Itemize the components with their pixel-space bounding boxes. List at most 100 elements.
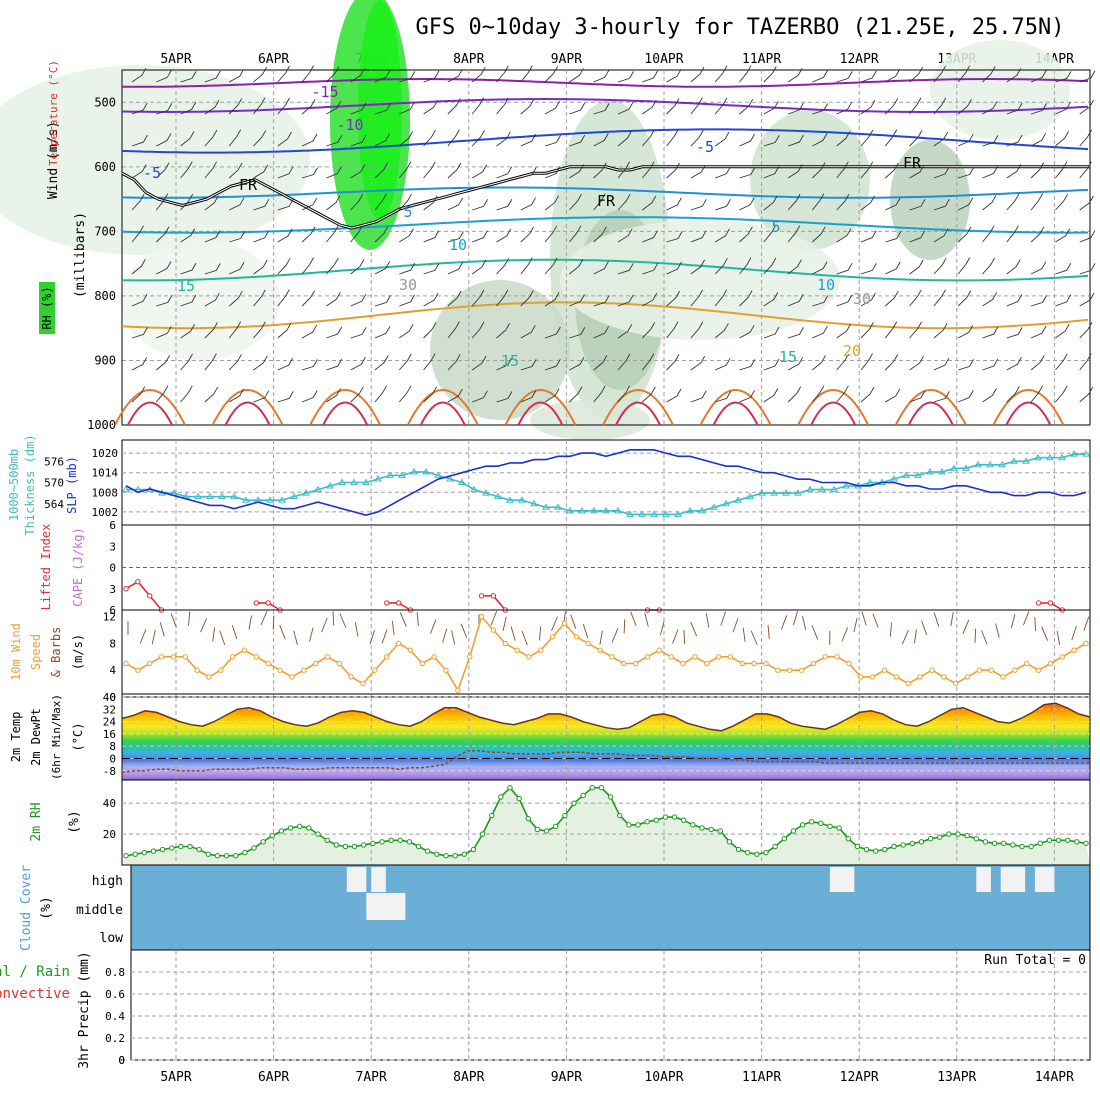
surface-hot-arch — [224, 401, 271, 426]
wind-barb — [714, 97, 728, 115]
temp-contour-20 — [121, 301, 1089, 330]
rh-shade-area — [530, 400, 650, 440]
wind-barb — [520, 65, 533, 83]
thickness-line-point — [1082, 450, 1090, 457]
wind-barb — [398, 193, 412, 211]
rh2m-line-point — [333, 842, 339, 848]
wind-barb — [909, 66, 923, 83]
wind-barb — [544, 358, 561, 371]
thickness-line-point — [818, 485, 826, 493]
temp-tick-label: -8 — [103, 765, 116, 778]
surface-hot-arch — [322, 401, 369, 426]
temp-contour-minus15 — [122, 78, 1089, 88]
wind-barb — [374, 162, 389, 179]
lifted-cape-panel: 6 3 0 3 6 — [109, 519, 1091, 617]
wind10-speed-line-point — [431, 654, 437, 660]
wind-barb — [836, 294, 853, 307]
wind10-speed-line-point — [739, 660, 745, 667]
rh2m-line-point — [562, 812, 568, 819]
temp-contour-15 — [122, 258, 1089, 282]
rh2m-line-point — [452, 853, 458, 859]
wind10-barb — [672, 629, 679, 644]
rh2m-line-point — [214, 853, 221, 859]
wind-barb — [1055, 385, 1068, 403]
wind-barb — [569, 327, 586, 339]
rh2m-line-point — [315, 831, 321, 837]
wind10-barb — [1022, 610, 1030, 626]
wind-barb — [1079, 263, 1096, 275]
dewpt-line — [121, 750, 1090, 774]
wind10-speed-line-point — [1012, 667, 1018, 673]
rh-shade-area — [750, 110, 870, 250]
wind-barb — [763, 66, 777, 83]
wind10-barb — [272, 615, 275, 630]
wind-barb — [423, 161, 436, 179]
thickness-line-point — [650, 510, 658, 517]
thickness-line-point — [122, 485, 130, 493]
wind-barb — [399, 294, 415, 307]
surface-hot-arch — [712, 401, 759, 426]
wind-barb — [350, 294, 367, 307]
thickness-line-point — [662, 510, 670, 517]
wind-barb — [690, 130, 704, 147]
thickness-title-label: 1000~500mb — [7, 449, 21, 521]
wind-barb — [739, 197, 755, 211]
wind-barb — [544, 388, 560, 403]
wind10-barb — [921, 620, 928, 635]
wind-barb — [690, 230, 707, 243]
rh2m-line-point — [836, 825, 842, 831]
wind-barb — [471, 355, 487, 371]
thickness-line-point — [410, 467, 418, 475]
wind-barb — [836, 71, 853, 83]
wind-barb — [715, 391, 732, 403]
surface-warm-arch — [114, 389, 186, 426]
wind-barb — [812, 133, 828, 147]
rh2m-line-point — [626, 822, 632, 828]
wind10-speed-line-point — [621, 660, 627, 667]
wind-barb — [423, 230, 440, 243]
wind-barb — [301, 226, 316, 243]
contour-label: -10 — [336, 116, 363, 134]
wind-barb — [957, 325, 974, 339]
surface-warm-arch — [992, 389, 1065, 426]
wind-barb — [131, 386, 146, 403]
wind-barb — [593, 226, 607, 243]
wind-barb — [860, 70, 877, 83]
wind-barb — [690, 289, 704, 307]
wind-barb — [253, 198, 270, 211]
wind-barb — [350, 327, 367, 339]
wind-barb — [1079, 99, 1094, 115]
rh-legend-swatch — [39, 282, 55, 334]
rh2m-line-point — [306, 825, 312, 831]
bottom-date-label-9APR: 9APR — [551, 1070, 582, 1085]
wind-barb — [569, 68, 584, 83]
wind-barb — [447, 354, 461, 371]
wind-barb — [544, 100, 560, 115]
wind-barb — [593, 295, 610, 307]
rh-shade-area — [0, 65, 310, 255]
wind10-barb — [260, 610, 268, 626]
wind-barb — [690, 355, 706, 371]
contour-label: FR — [903, 154, 922, 172]
wind-barb — [1055, 161, 1068, 179]
wind-barb — [617, 262, 634, 275]
temp-contour-minus5 — [121, 128, 1089, 154]
wind-barb — [228, 129, 242, 147]
wind10-speed-line-point — [751, 660, 757, 667]
contour-label: 5 — [771, 218, 780, 236]
wind-barb — [326, 326, 343, 339]
slp-tick-label: 1014 — [92, 467, 119, 480]
wind10-barb — [644, 612, 649, 627]
rh2m-line-point — [909, 840, 915, 847]
surface-warm-arch — [699, 389, 772, 426]
rh2m-line-point — [799, 822, 806, 828]
thickness-line-point — [1058, 453, 1066, 461]
rh2m-line-point — [278, 828, 285, 834]
wind-barb — [569, 164, 584, 179]
thickness-tick-label: 570 — [44, 477, 64, 490]
wind10-speed-line-point — [597, 647, 603, 653]
thickness-line-point — [362, 478, 370, 485]
wind10-barb — [1083, 616, 1090, 631]
wind-barb — [496, 357, 512, 371]
wind-barb — [666, 388, 682, 403]
